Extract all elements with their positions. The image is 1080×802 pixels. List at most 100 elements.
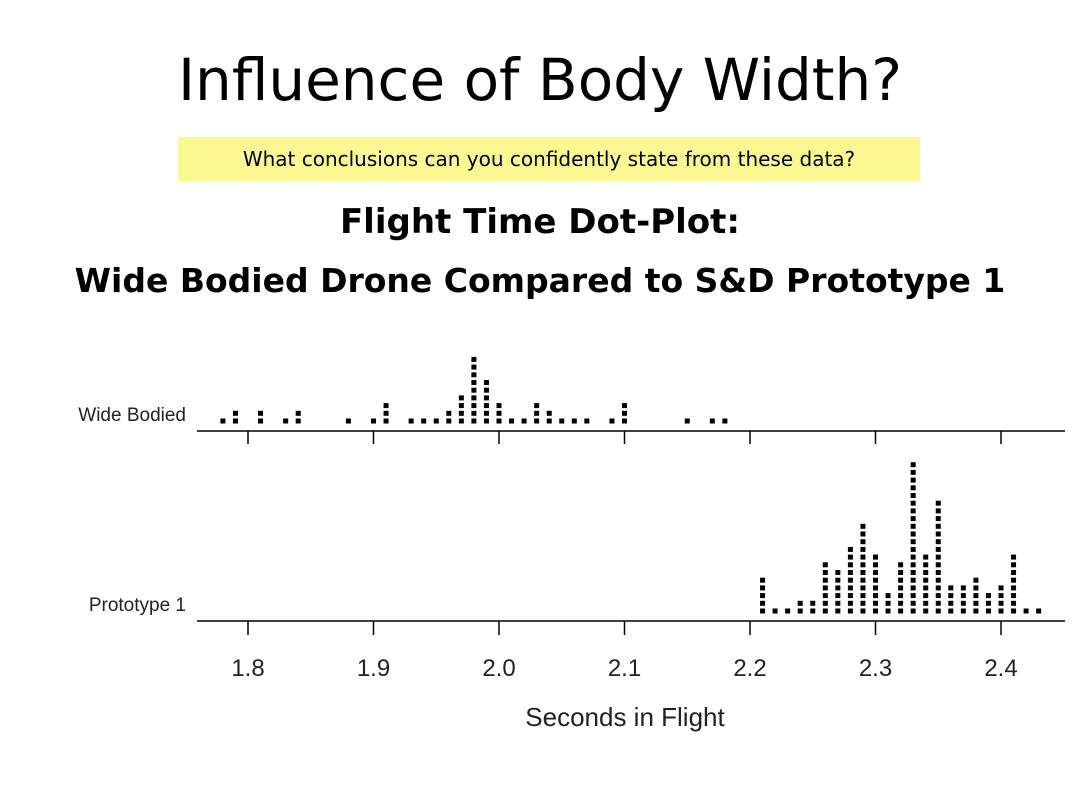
tick-label: 2.4	[984, 655, 1017, 682]
data-dot	[408, 418, 414, 424]
data-dot	[521, 418, 527, 424]
data-dot	[458, 403, 464, 409]
data-dot	[559, 418, 565, 424]
data-dot	[923, 554, 929, 560]
data-dot	[898, 577, 904, 583]
data-dot	[860, 600, 866, 606]
data-dot	[910, 523, 916, 529]
data-dot	[785, 608, 791, 614]
data-dot	[258, 418, 264, 424]
data-dot	[885, 593, 891, 599]
data-dot	[446, 410, 452, 416]
tick-label: 1.9	[357, 655, 390, 682]
data-dot	[822, 608, 828, 614]
data-dot	[496, 410, 502, 416]
data-dot	[1011, 585, 1017, 591]
data-dot	[923, 600, 929, 606]
data-dot	[835, 593, 841, 599]
data-dot	[232, 418, 238, 424]
data-dot	[923, 608, 929, 614]
data-dot	[998, 593, 1004, 599]
data-dot	[898, 600, 904, 606]
tick-label: 2.2	[733, 655, 766, 682]
data-dot	[847, 546, 853, 552]
data-dot	[948, 608, 954, 614]
data-dot	[835, 577, 841, 583]
data-dot	[910, 593, 916, 599]
data-dot	[960, 593, 966, 599]
data-dot	[910, 585, 916, 591]
data-dot	[1023, 608, 1029, 614]
data-dot	[935, 531, 941, 537]
data-dot	[1011, 593, 1017, 599]
data-dot	[873, 577, 878, 583]
data-dot	[345, 418, 351, 424]
data-dot	[822, 577, 828, 583]
data-dot	[873, 570, 878, 575]
data-dot	[496, 418, 502, 424]
data-dot	[910, 516, 916, 522]
data-dot	[471, 410, 477, 416]
data-dot	[822, 585, 828, 591]
data-dot	[910, 462, 916, 468]
data-dot	[910, 608, 916, 614]
data-dot	[371, 418, 376, 424]
data-dot	[898, 593, 904, 599]
data-dot	[935, 608, 941, 614]
data-dot	[910, 570, 916, 575]
data-dot	[433, 418, 439, 424]
data-dot	[483, 410, 489, 416]
series-label: Wide Bodied	[78, 405, 186, 426]
data-dot	[471, 395, 477, 401]
data-dot	[722, 418, 728, 424]
data-dot	[935, 546, 941, 552]
data-dot	[847, 593, 853, 599]
data-dot	[935, 600, 941, 606]
data-dot	[471, 387, 477, 393]
data-dot	[622, 410, 627, 416]
data-dot	[546, 418, 552, 424]
data-dot	[1011, 600, 1017, 606]
data-dot	[847, 562, 853, 568]
data-dot	[885, 608, 891, 614]
data-dot	[847, 577, 853, 583]
data-dot	[873, 554, 878, 560]
data-dot	[709, 418, 715, 424]
data-dot	[534, 410, 540, 416]
data-dot	[948, 593, 954, 599]
data-dot	[935, 585, 941, 591]
data-dot	[496, 403, 502, 409]
data-dot	[847, 554, 853, 560]
data-dot	[935, 593, 941, 599]
data-dot	[534, 403, 540, 409]
tick-label: 2.1	[608, 655, 641, 682]
data-dot	[998, 585, 1004, 591]
data-dot	[910, 485, 916, 491]
data-dot	[935, 562, 941, 568]
x-axis-label: Seconds in Flight	[525, 702, 725, 732]
data-dot	[973, 600, 979, 606]
data-dot	[923, 585, 929, 591]
data-dot	[772, 608, 778, 614]
data-dot	[810, 608, 816, 614]
data-dot	[910, 493, 916, 498]
data-dot	[1011, 577, 1017, 583]
data-dot	[232, 410, 238, 416]
data-dot	[873, 585, 878, 591]
discussion-prompt: What conclusions can you confidently sta…	[178, 137, 920, 181]
data-dot	[985, 593, 991, 599]
tick-label: 2.3	[859, 655, 892, 682]
data-dot	[1036, 608, 1042, 614]
data-dot	[458, 410, 464, 416]
chart-title: Flight Time Dot-Plot:	[339, 202, 741, 242]
data-dot	[684, 418, 690, 424]
data-dot	[910, 531, 916, 537]
data-dot	[898, 608, 904, 614]
data-dot	[973, 577, 979, 583]
data-dot	[960, 585, 966, 591]
data-dot	[483, 387, 489, 393]
data-dot	[283, 418, 289, 424]
slide-title: Influence of Body Width?	[177, 46, 903, 114]
tick-label: 1.8	[231, 655, 264, 682]
